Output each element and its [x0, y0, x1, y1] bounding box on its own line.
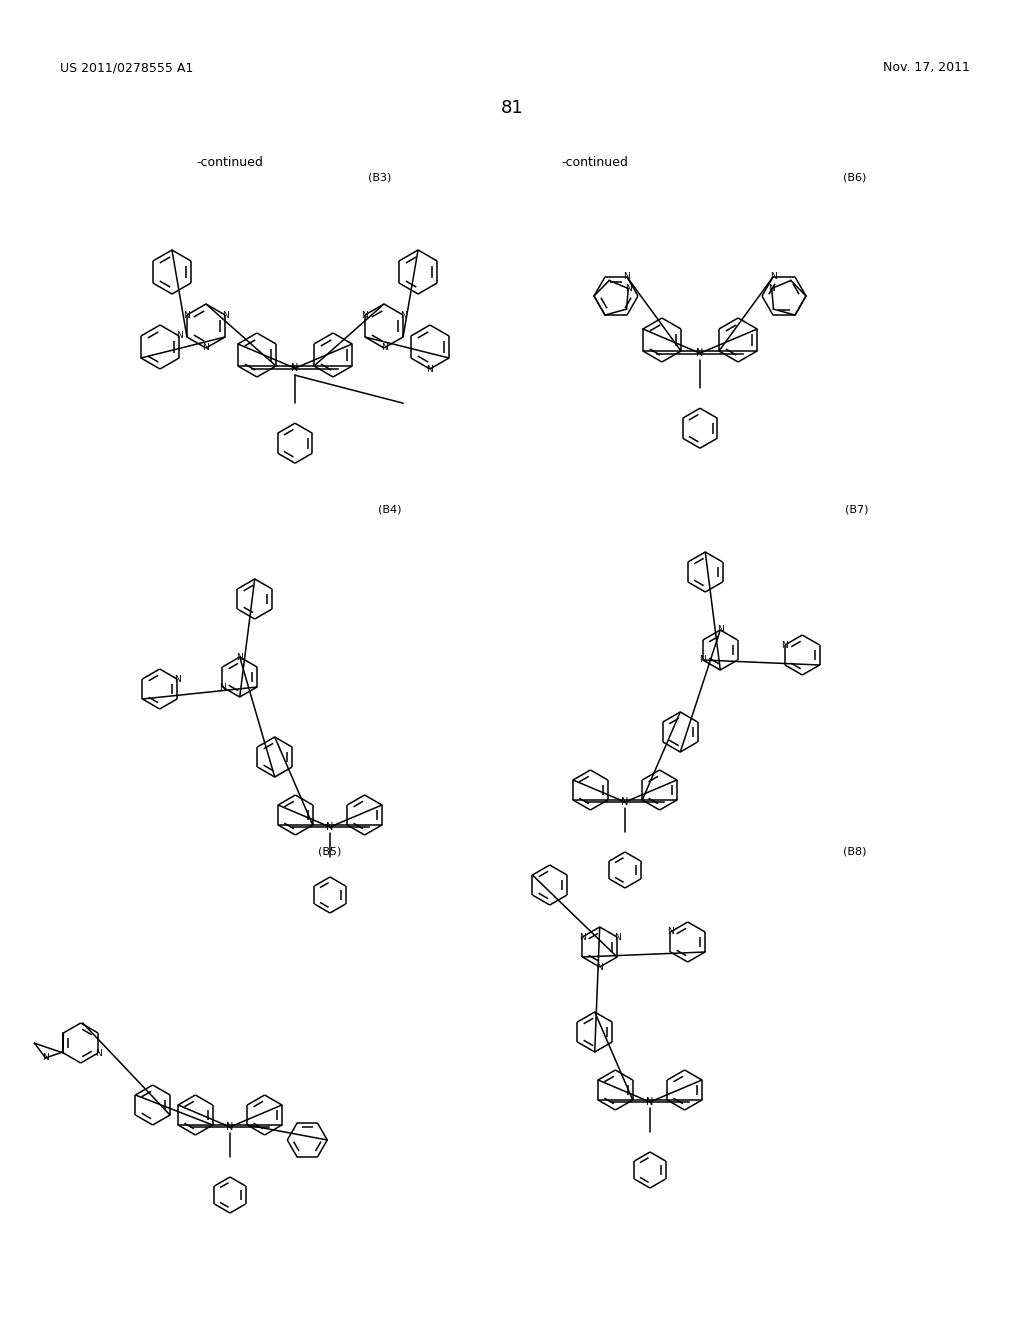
Text: N: N: [699, 656, 707, 664]
Text: (B6): (B6): [844, 173, 866, 183]
Text: N: N: [291, 363, 299, 374]
Text: N: N: [427, 364, 433, 374]
Text: N: N: [696, 348, 703, 358]
Text: N: N: [203, 343, 209, 352]
Text: (B5): (B5): [318, 847, 342, 857]
Text: N: N: [381, 343, 387, 352]
Text: 81: 81: [501, 99, 523, 117]
Text: N: N: [625, 284, 632, 293]
Text: (B3): (B3): [369, 173, 392, 183]
Text: N: N: [176, 331, 182, 341]
Text: -continued: -continued: [561, 156, 629, 169]
Text: N: N: [613, 932, 621, 941]
Text: N: N: [327, 822, 334, 832]
Text: N: N: [770, 272, 776, 281]
Text: N: N: [646, 1097, 653, 1107]
Text: N: N: [42, 1053, 49, 1063]
Text: N: N: [237, 652, 243, 661]
Text: N: N: [219, 682, 225, 692]
Text: (B7): (B7): [845, 506, 868, 515]
Text: N: N: [717, 626, 724, 635]
Text: N: N: [221, 310, 228, 319]
Text: N: N: [781, 640, 788, 649]
Text: N: N: [667, 928, 674, 936]
Text: -continued: -continued: [197, 156, 263, 169]
Text: N: N: [226, 1122, 233, 1133]
Text: N: N: [622, 797, 629, 807]
Text: (B8): (B8): [843, 847, 866, 857]
Text: (B4): (B4): [378, 506, 401, 515]
Text: N: N: [624, 272, 631, 281]
Text: N: N: [596, 962, 603, 972]
Text: N: N: [361, 310, 369, 319]
Text: N: N: [94, 1048, 101, 1057]
Text: N: N: [174, 675, 180, 684]
Text: N: N: [768, 284, 775, 293]
Text: N: N: [183, 310, 190, 319]
Text: N: N: [579, 932, 586, 941]
Text: US 2011/0278555 A1: US 2011/0278555 A1: [60, 62, 194, 74]
Text: Nov. 17, 2011: Nov. 17, 2011: [883, 62, 970, 74]
Text: N: N: [399, 310, 407, 319]
